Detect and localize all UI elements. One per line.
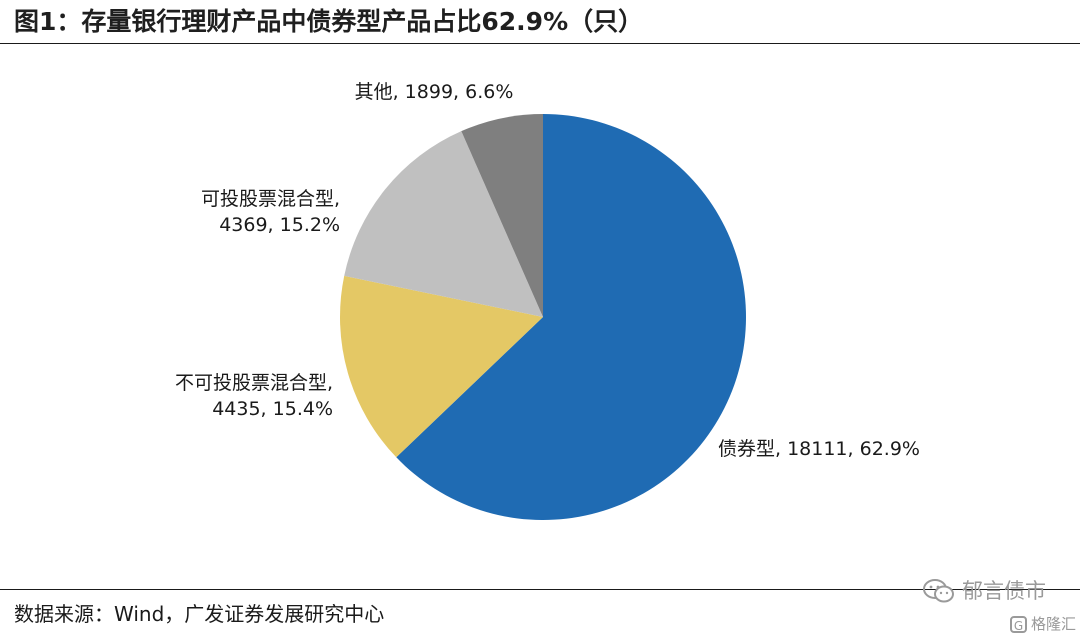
pie-labels: 债券型, 18111, 62.9% 不可投股票混合型, 4435, 15.4% 可投股… <box>175 81 920 460</box>
pie-slice-label-4: 其他, 1899, 6.6% <box>355 81 514 103</box>
pie-slice-4 <box>461 114 543 317</box>
source-note: 数据来源：Wind，广发证券发展研究中心 <box>14 602 385 626</box>
pie-slice-2 <box>340 275 543 458</box>
pie-slice-label-line: 债券型, 18111, 62.9% <box>718 438 920 460</box>
pie-slice-label-line: 4369, 15.2% <box>219 214 340 236</box>
title-divider <box>0 43 1080 44</box>
chart-title: 图1：存量银行理财产品中债券型产品占比62.9%（只） <box>14 7 644 36</box>
pie-slice-label-1: 债券型, 18111, 62.9% <box>718 438 920 460</box>
pie-slice-label-line: 可投股票混合型, <box>201 188 340 210</box>
watermark-sub: G 格隆汇 <box>1009 612 1076 636</box>
pie-slice-3 <box>344 131 543 317</box>
pie-slices <box>340 114 746 520</box>
watermark: 郁言债市 <box>922 574 1046 608</box>
pie-slice-1 <box>396 114 746 520</box>
gelonghui-logo-icon: G <box>1009 615 1027 633</box>
wechat-icon <box>923 579 954 603</box>
source-divider <box>0 589 1080 590</box>
pie-slice-label-2: 不可投股票混合型, 4435, 15.4% <box>175 372 333 420</box>
pie-slice-label-3: 可投股票混合型, 4369, 15.2% <box>201 188 340 236</box>
watermark-text: 郁言债市 <box>962 579 1046 603</box>
pie-slice-label-line: 不可投股票混合型, <box>175 372 333 394</box>
watermark-sub-text: 格隆汇 <box>1030 615 1076 633</box>
pie-slice-label-line: 4435, 15.4% <box>212 398 333 420</box>
pie-slice-label-line: 其他, 1899, 6.6% <box>355 81 514 103</box>
